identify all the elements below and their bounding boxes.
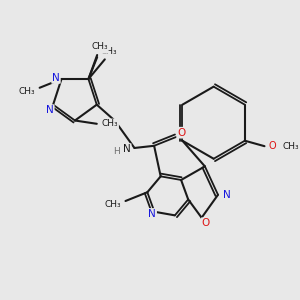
- Text: CH₃: CH₃: [102, 119, 118, 128]
- Text: CH₃: CH₃: [18, 86, 35, 95]
- Text: CH₃: CH₃: [104, 200, 121, 209]
- Text: H: H: [114, 147, 120, 156]
- Text: O: O: [268, 141, 276, 151]
- Text: CH₃: CH₃: [91, 44, 108, 53]
- Text: N: N: [223, 190, 231, 200]
- Text: CH₃: CH₃: [101, 47, 118, 56]
- Text: N: N: [148, 209, 156, 219]
- Text: O: O: [202, 218, 210, 228]
- Text: N: N: [46, 105, 54, 115]
- Text: O: O: [177, 128, 185, 138]
- Text: N: N: [123, 144, 131, 154]
- Text: N: N: [52, 73, 60, 83]
- Text: CH₃: CH₃: [91, 42, 108, 51]
- Text: CH₃: CH₃: [282, 142, 299, 151]
